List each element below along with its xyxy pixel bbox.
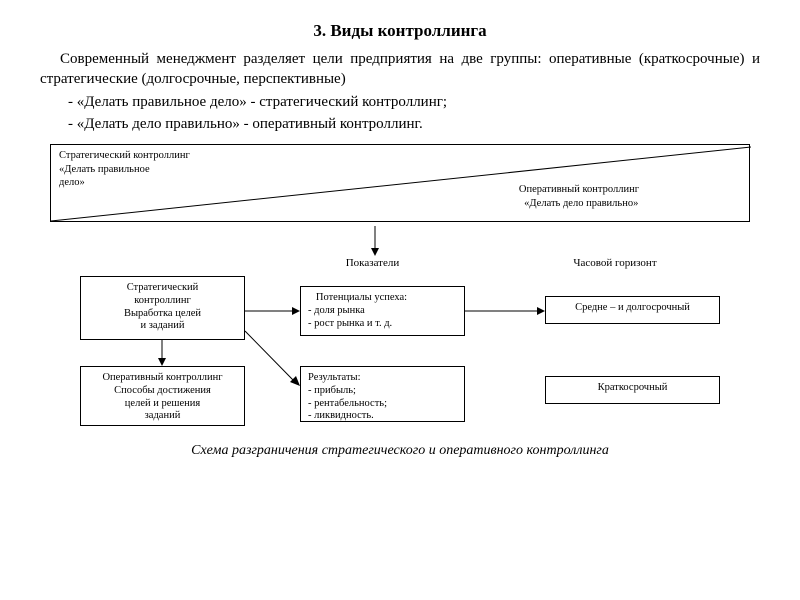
trap-right-l2: «Делать дело правильно» bbox=[524, 198, 638, 209]
trap-operative-text: Оперативный контроллинг «Делать дело пра… bbox=[519, 183, 639, 210]
section-title: 3. Виды контроллинга bbox=[40, 20, 760, 42]
trap-right-l1: Оперативный контроллинг bbox=[519, 184, 639, 195]
bullet-list: - «Делать правильное дело» - стратегичес… bbox=[68, 93, 760, 134]
trapezoid-panel: Стратегический контроллинг «Делать прави… bbox=[50, 144, 750, 222]
trap-left-l3: дело» bbox=[59, 177, 85, 188]
arrow-down-wrap bbox=[50, 226, 750, 256]
box-short-term: Краткосрочный bbox=[545, 376, 720, 404]
header-indicators: Показатели bbox=[265, 256, 480, 270]
res-l3: - рентабельность; bbox=[308, 398, 387, 409]
trap-left-l2: «Делать правильное bbox=[59, 164, 150, 175]
res-l2: - прибыль; bbox=[308, 385, 356, 396]
trap-left-l1: Стратегический контроллинг bbox=[59, 150, 190, 161]
res-title: Результаты: bbox=[308, 372, 361, 383]
header-horizon: Часовой горизонт bbox=[480, 256, 750, 270]
box-strategic-controlling: СтратегическийконтроллингВыработка целей… bbox=[80, 276, 245, 340]
column-headers: Показатели Часовой горизонт bbox=[50, 256, 750, 270]
trap-strategic-text: Стратегический контроллинг «Делать прави… bbox=[59, 149, 190, 190]
pot-title: Потенциалы успеха: bbox=[316, 292, 407, 303]
box-potentials: Потенциалы успеха: - доля рынка - рост р… bbox=[300, 286, 465, 336]
box-mid-long-term: Средне – и долгосрочный bbox=[545, 296, 720, 324]
res-l4: - ликвидность. bbox=[308, 410, 374, 421]
intro-paragraph: Современный менеджмент разделяет цели пр… bbox=[40, 50, 760, 89]
diagram-grid: СтратегическийконтроллингВыработка целей… bbox=[50, 276, 750, 436]
bullet-operative: - «Делать дело правильно» - оперативный … bbox=[68, 115, 760, 135]
box-operative-controlling: Оперативный контроллингСпособы достижени… bbox=[80, 366, 245, 426]
box-results: Результаты: - прибыль; - рентабельность;… bbox=[300, 366, 465, 422]
arrow-down-icon bbox=[365, 226, 385, 256]
pot-l3: - рост рынка и т. д. bbox=[308, 318, 392, 329]
bullet-strategic: - «Делать правильное дело» - стратегичес… bbox=[68, 93, 760, 113]
pot-l2: - доля рынка bbox=[308, 305, 365, 316]
diagram-caption: Схема разграничения стратегического и оп… bbox=[40, 442, 760, 460]
